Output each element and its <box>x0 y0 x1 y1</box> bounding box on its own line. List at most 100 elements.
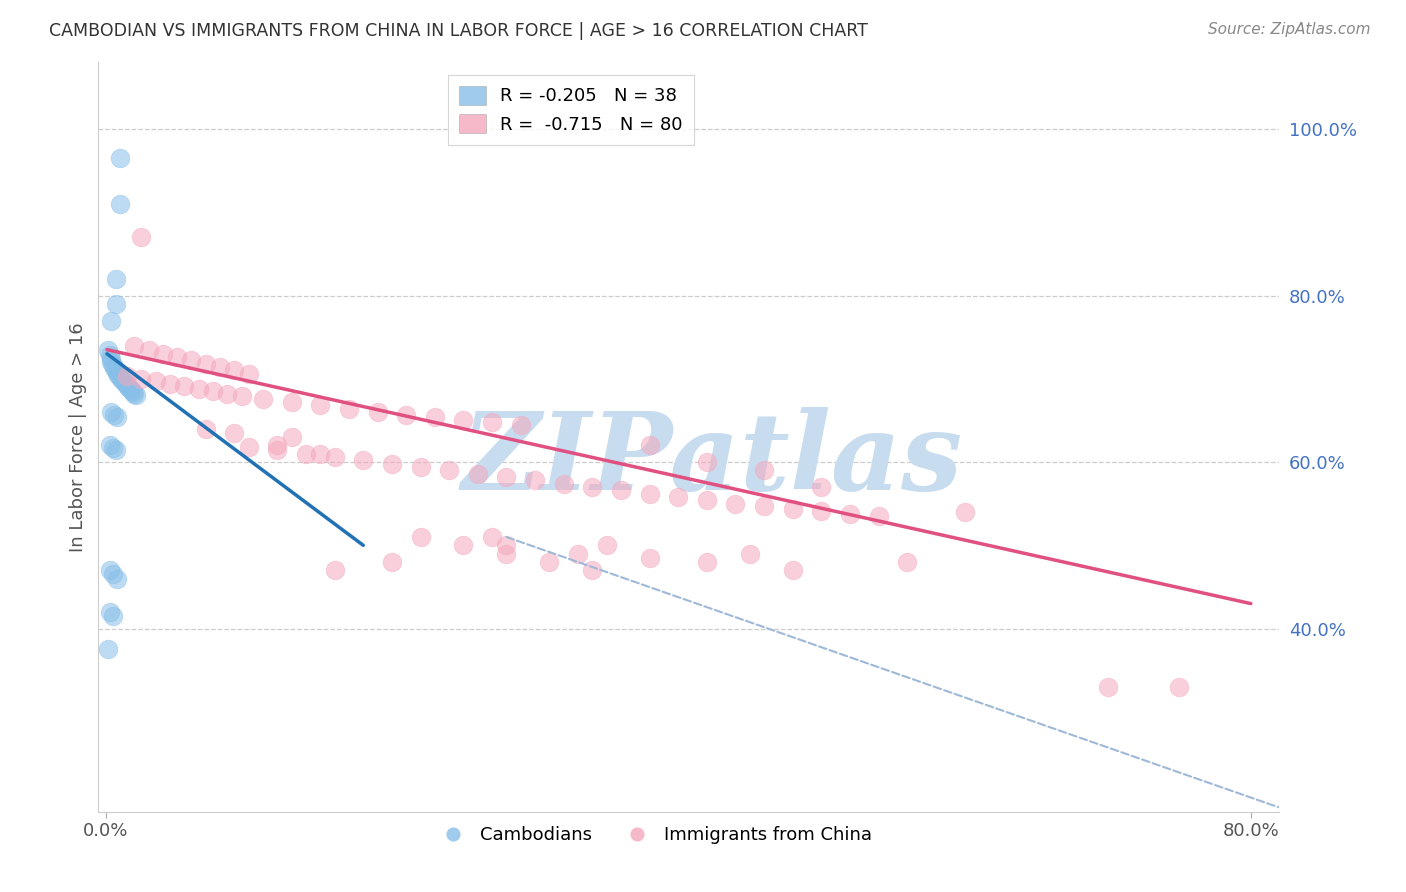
Point <box>367 405 389 419</box>
Point <box>187 382 209 396</box>
Point <box>309 399 332 413</box>
Point <box>409 460 432 475</box>
Point <box>610 483 633 498</box>
Point <box>166 350 188 364</box>
Point <box>173 379 195 393</box>
Point <box>581 563 603 577</box>
Point <box>352 453 374 467</box>
Point <box>495 470 517 484</box>
Point <box>100 351 122 366</box>
Point <box>567 547 589 561</box>
Point <box>724 497 747 511</box>
Point <box>280 395 302 409</box>
Point <box>538 555 561 569</box>
Point <box>120 384 142 398</box>
Point <box>1168 680 1191 694</box>
Point <box>194 357 217 371</box>
Point <box>122 338 145 352</box>
Point <box>782 501 804 516</box>
Legend: Cambodians, Immigrants from China: Cambodians, Immigrants from China <box>427 819 879 851</box>
Point <box>108 370 131 384</box>
Point <box>100 405 122 419</box>
Point <box>159 376 181 391</box>
Point <box>252 392 274 406</box>
Point <box>145 374 167 388</box>
Point <box>101 609 124 624</box>
Point <box>101 567 124 582</box>
Point <box>98 605 121 619</box>
Point <box>782 563 804 577</box>
Text: ZIPatlas: ZIPatlas <box>463 407 963 513</box>
Point <box>112 375 135 389</box>
Point <box>638 486 661 500</box>
Point <box>752 463 775 477</box>
Point <box>100 313 122 327</box>
Point <box>238 367 260 381</box>
Point <box>108 197 131 211</box>
Point <box>238 440 260 454</box>
Point <box>194 422 217 436</box>
Point <box>104 272 127 286</box>
Point <box>105 572 128 586</box>
Point <box>100 355 122 369</box>
Point <box>509 417 531 432</box>
Point <box>738 547 761 561</box>
Point <box>138 343 160 357</box>
Point <box>217 386 239 401</box>
Point <box>666 490 689 504</box>
Y-axis label: In Labor Force | Age > 16: In Labor Force | Age > 16 <box>69 322 87 552</box>
Point <box>110 372 132 386</box>
Point <box>98 349 121 363</box>
Point <box>105 366 128 380</box>
Point <box>103 408 125 422</box>
Point <box>423 410 446 425</box>
Point <box>101 359 124 373</box>
Point <box>1097 680 1119 694</box>
Point <box>595 538 617 552</box>
Point <box>395 408 418 422</box>
Text: CAMBODIAN VS IMMIGRANTS FROM CHINA IN LABOR FORCE | AGE > 16 CORRELATION CHART: CAMBODIAN VS IMMIGRANTS FROM CHINA IN LA… <box>49 22 868 40</box>
Point <box>337 401 360 416</box>
Point <box>231 389 253 403</box>
Point <box>495 547 517 561</box>
Point <box>104 443 127 458</box>
Point <box>104 297 127 311</box>
Point <box>696 455 718 469</box>
Point <box>266 443 288 458</box>
Point <box>409 530 432 544</box>
Point <box>118 382 141 396</box>
Point <box>224 425 246 440</box>
Point <box>97 642 120 657</box>
Point <box>381 457 404 471</box>
Text: Source: ZipAtlas.com: Source: ZipAtlas.com <box>1208 22 1371 37</box>
Point <box>638 550 661 565</box>
Point <box>696 493 718 508</box>
Point <box>107 368 129 383</box>
Point <box>114 376 136 391</box>
Point <box>453 538 475 552</box>
Point <box>638 438 661 452</box>
Point <box>839 507 862 521</box>
Point <box>201 384 224 399</box>
Point <box>323 450 346 464</box>
Point <box>224 363 246 377</box>
Point <box>752 499 775 513</box>
Point <box>104 363 127 377</box>
Point <box>696 555 718 569</box>
Point <box>209 360 232 375</box>
Point <box>437 463 460 477</box>
Point <box>97 343 120 357</box>
Point <box>180 353 202 368</box>
Point <box>152 347 174 361</box>
Point <box>467 467 489 481</box>
Point <box>131 372 153 386</box>
Point <box>101 441 124 455</box>
Point <box>453 412 475 426</box>
Point <box>896 555 918 569</box>
Point <box>117 380 139 394</box>
Point <box>121 385 143 400</box>
Point <box>295 447 318 461</box>
Point <box>495 538 517 552</box>
Point <box>131 230 153 244</box>
Point <box>309 447 332 461</box>
